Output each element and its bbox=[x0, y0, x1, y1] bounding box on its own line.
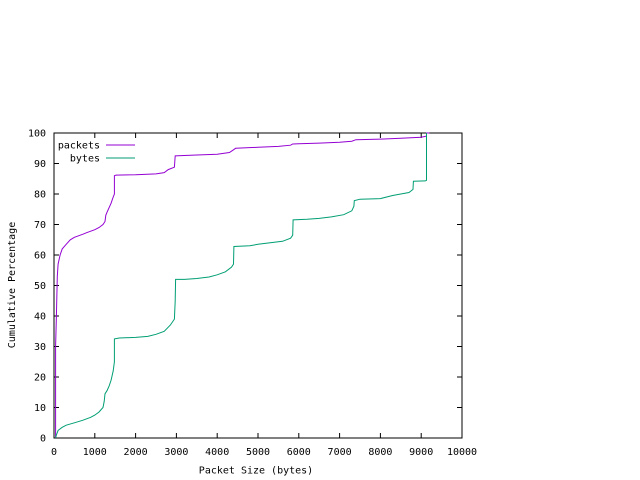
x-tick-label: 4000 bbox=[205, 447, 229, 458]
x-tick-label: 10000 bbox=[447, 447, 477, 458]
x-tick-label: 0 bbox=[51, 447, 57, 458]
y-tick-label: 40 bbox=[34, 312, 46, 323]
y-tick-label: 30 bbox=[34, 342, 46, 353]
y-tick-label: 20 bbox=[34, 373, 46, 384]
x-tick-label: 6000 bbox=[287, 447, 311, 458]
x-tick-label: 8000 bbox=[368, 447, 392, 458]
x-tick-label: 7000 bbox=[328, 447, 352, 458]
series-line-packets bbox=[55, 132, 430, 438]
y-tick-label: 80 bbox=[34, 190, 46, 201]
axis-ticks: 0 1000 2000 3000 4000 5000 6000 7000 8000 9000 100… bbox=[28, 129, 477, 459]
x-tick-label: 2000 bbox=[124, 447, 148, 458]
y-tick-label: 60 bbox=[34, 251, 46, 262]
y-tick-label: 100 bbox=[28, 129, 46, 140]
x-tick-label: 9000 bbox=[409, 447, 433, 458]
legend-label-bytes: bytes bbox=[70, 154, 100, 165]
y-tick-label: 0 bbox=[40, 434, 46, 445]
y-tick-label: 70 bbox=[34, 220, 46, 231]
series-line-bytes bbox=[55, 133, 427, 439]
plot-border bbox=[53, 132, 463, 439]
y-tick-label: 10 bbox=[34, 403, 46, 414]
x-tick-label: 1000 bbox=[83, 447, 107, 458]
y-tick-label: 90 bbox=[34, 159, 46, 170]
legend-label-packets: packets bbox=[58, 141, 100, 152]
y-axis-label: Cumulative Percentage bbox=[7, 222, 18, 348]
legend: packets bytes bbox=[58, 141, 135, 165]
y-tick-label: 50 bbox=[34, 281, 46, 292]
x-axis-label: Packet Size (bytes) bbox=[199, 466, 313, 477]
x-tick-label: 3000 bbox=[164, 447, 188, 458]
series-lines bbox=[55, 132, 430, 439]
x-tick-label: 5000 bbox=[246, 447, 270, 458]
plot-area bbox=[53, 132, 463, 439]
